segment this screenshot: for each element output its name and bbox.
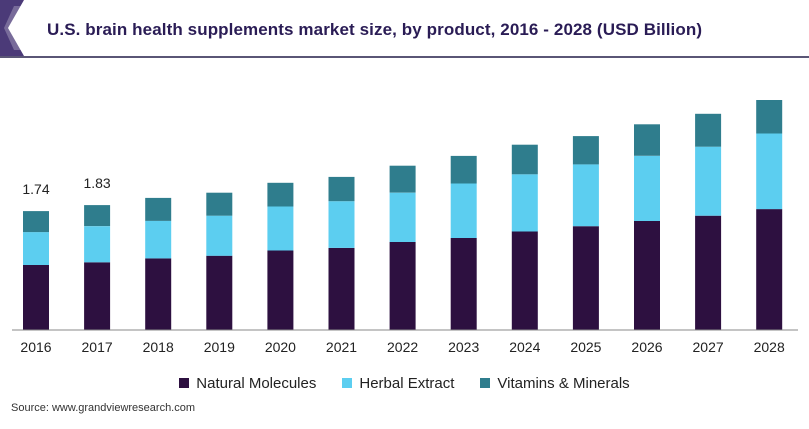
bar-2027-vitamins-minerals [695,113,722,147]
legend-label-herbal-extract: Herbal Extract [359,374,455,392]
bar-2019-natural-molecules [206,255,233,330]
bar-2027-herbal-extract [695,146,722,216]
x-tick-2021: 2021 [326,339,357,355]
bar-2021-herbal-extract [328,201,355,248]
x-tick-2026: 2026 [631,339,662,355]
bar-2018-vitamins-minerals [145,197,172,221]
bar-2020-natural-molecules [267,250,294,330]
bar-2016-herbal-extract [23,232,49,265]
header: U.S. brain health supplements market siz… [0,0,809,58]
bar-2016-natural-molecules [23,264,49,330]
x-tick-2018: 2018 [143,339,174,355]
bar-2020-herbal-extract [267,206,294,251]
source-note: Source: www.grandviewresearch.com [11,402,196,414]
bar-2026-herbal-extract [634,155,660,221]
bar-2023-natural-molecules [450,238,477,330]
legend: Natural Molecules Herbal Extract Vitamin… [0,373,809,393]
bar-2022-vitamins-minerals [389,165,416,193]
bar-2017-vitamins-minerals [84,205,111,227]
stacked-bar-chart: 2016 2017 2018 2019 2020 2021 2022 2023 2024 2025… [12,100,798,355]
x-tick-2025: 2025 [570,339,601,355]
x-tick-2017: 2017 [82,339,113,355]
legend-item-herbal-extract: Herbal Extract [342,375,454,392]
brand-logo-icon [0,0,26,56]
bars-layer [23,100,783,330]
bar-2024-natural-molecules [511,231,538,330]
bar-2025-herbal-extract [572,164,599,227]
legend-swatch-herbal-extract [342,378,353,388]
bar-2019-vitamins-minerals [206,192,233,216]
bar-2025-natural-molecules [572,226,599,330]
x-tick-2027: 2027 [693,339,724,355]
bar-2022-herbal-extract [389,192,416,242]
legend-item-vitamins-minerals: Vitamins & Minerals [480,374,630,392]
x-tick-2023: 2023 [448,339,479,355]
bar-2024-vitamins-minerals [511,144,538,175]
chart-title: U.S. brain health supplements market siz… [47,20,703,39]
bar-2018-natural-molecules [145,258,172,330]
bar-2020-vitamins-minerals [267,182,294,207]
bar-2016-vitamins-minerals [23,211,49,233]
bar-2017-herbal-extract [84,226,111,263]
bar-2019-herbal-extract [206,215,233,256]
legend-label-vitamins-minerals: Vitamins & Minerals [497,374,630,392]
bar-2021-natural-molecules [328,247,355,330]
x-tick-labels: 2016 2017 2018 2019 2020 2021 2022 2023 2024 2025… [20,339,785,355]
legend-item-natural-molecules: Natural Molecules [179,375,316,392]
bar-2028-natural-molecules [756,209,783,330]
data-label-2016: 1.74 [22,181,49,197]
header-divider [0,56,809,58]
bar-2023-vitamins-minerals [450,155,477,184]
data-label-2017: 1.83 [83,175,110,191]
data-labels: 1.74 1.83 [22,175,111,197]
x-tick-2019: 2019 [204,339,235,355]
x-tick-2020: 2020 [265,339,296,355]
bar-2026-vitamins-minerals [634,124,660,156]
bar-2017-natural-molecules [84,262,111,330]
bar-2028-herbal-extract [756,133,783,210]
bar-2025-vitamins-minerals [572,136,599,165]
legend-swatch-vitamins-minerals [480,378,491,388]
bar-2021-vitamins-minerals [328,176,355,202]
bar-2028-vitamins-minerals [756,100,783,134]
x-tick-2028: 2028 [754,339,785,355]
bar-2018-herbal-extract [145,220,172,259]
x-tick-2016: 2016 [20,339,51,355]
x-tick-2024: 2024 [509,339,540,355]
bar-2027-natural-molecules [695,215,722,330]
bar-2026-natural-molecules [634,220,660,330]
bar-2022-natural-molecules [389,241,416,330]
bar-2023-herbal-extract [450,183,477,238]
bar-2024-herbal-extract [511,174,538,232]
legend-swatch-natural-molecules [179,378,190,388]
legend-label-natural-molecules: Natural Molecules [196,374,317,392]
x-tick-2022: 2022 [387,339,418,355]
